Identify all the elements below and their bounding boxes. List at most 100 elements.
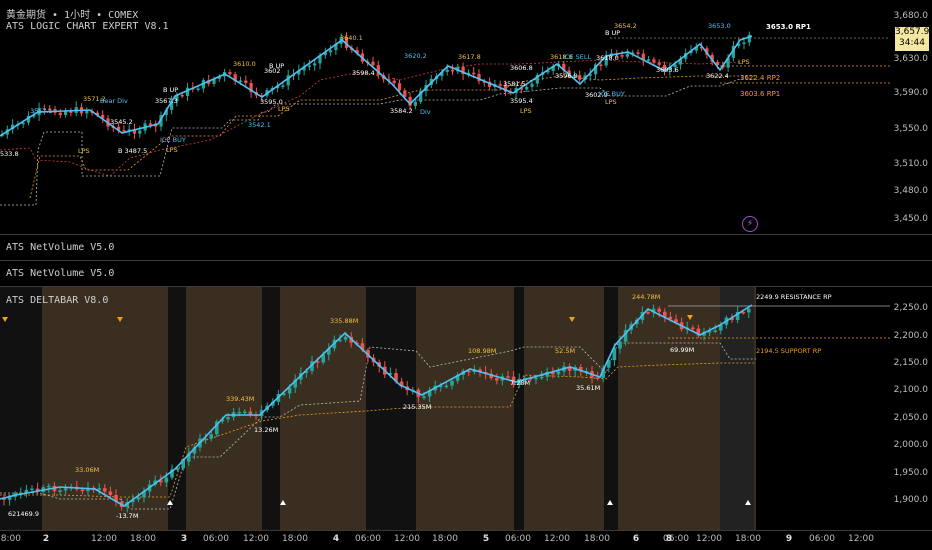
candle-body bbox=[323, 52, 327, 56]
main-price-panel[interactable]: 3653.0 RP1 3622.4 RP2 3603.6 RP1 3557.1 3571… bbox=[0, 0, 932, 233]
netvolume-panel-1[interactable]: ATS NetVolume V5.0 bbox=[0, 235, 932, 260]
candle-body bbox=[175, 468, 180, 470]
candle-body bbox=[466, 72, 470, 75]
candle-body bbox=[297, 70, 301, 75]
time-tick: 12:00 bbox=[544, 534, 570, 544]
candle-body bbox=[450, 69, 455, 72]
candle-body bbox=[503, 84, 508, 92]
candle-body bbox=[304, 371, 309, 374]
down-marker bbox=[687, 315, 693, 320]
time-tick: 2 bbox=[42, 534, 50, 544]
candle-body bbox=[530, 83, 534, 87]
netvolume-panel-2[interactable]: ATS NetVolume V5.0 bbox=[0, 261, 932, 286]
annotation-label: 3603.6 bbox=[656, 66, 679, 74]
candle-body bbox=[181, 461, 185, 469]
candle-body bbox=[562, 63, 566, 71]
annotation-label: 3598.4 bbox=[352, 69, 375, 77]
lightning-icon[interactable]: ⚡ bbox=[742, 216, 758, 232]
candle-body bbox=[707, 331, 712, 333]
candle-body bbox=[329, 50, 333, 53]
candle-body bbox=[192, 447, 197, 454]
netvolume-title-2[interactable]: ATS NetVolume V5.0 bbox=[6, 268, 115, 279]
delta-annotation-label: 69.99M bbox=[670, 346, 694, 354]
panel-separator[interactable] bbox=[0, 234, 932, 235]
candle-body bbox=[238, 80, 243, 83]
session-band bbox=[524, 287, 604, 530]
candle-body bbox=[439, 385, 443, 388]
candle-body bbox=[696, 328, 701, 336]
candle-body bbox=[26, 115, 31, 123]
candle-body bbox=[427, 390, 432, 397]
candle-body bbox=[646, 312, 650, 314]
session-band bbox=[514, 287, 524, 530]
axis-tick: 3,480.0 bbox=[893, 186, 928, 196]
annotation-label: LPS bbox=[605, 98, 617, 106]
candle-body bbox=[477, 73, 481, 82]
annotation-label: LPS bbox=[738, 58, 750, 66]
candle-body bbox=[647, 59, 651, 61]
candle-body bbox=[11, 124, 15, 130]
axis-tick: 3,510.0 bbox=[893, 159, 928, 169]
candle-body bbox=[488, 81, 492, 87]
candle-body bbox=[612, 348, 617, 361]
candle-body bbox=[625, 53, 629, 57]
candle-body bbox=[21, 122, 25, 125]
annotation-label: 3584.2 bbox=[390, 107, 413, 115]
panel-separator[interactable] bbox=[0, 260, 932, 261]
level-label: 3653.0 RP1 bbox=[766, 23, 811, 31]
annotation-label: 3606.8 bbox=[510, 64, 533, 72]
session-band bbox=[618, 287, 720, 530]
candle-body bbox=[551, 66, 555, 71]
candle-body bbox=[747, 308, 751, 313]
delta-annotation-label: 335.88M bbox=[330, 317, 358, 325]
delta-chart-svg: 2249.9 RESISTANCE RP 2194.5 SUPPORT RP 621… bbox=[0, 287, 890, 530]
indicator-title[interactable]: ATS LOGIC CHART EXPERT V8.1 bbox=[6, 21, 169, 32]
candle-body bbox=[397, 83, 402, 91]
candle-body bbox=[719, 324, 723, 331]
time-tick: 6 bbox=[632, 534, 640, 544]
candle-body bbox=[636, 52, 640, 54]
symbol-title[interactable]: 黄金期货 • 1小时 • COMEX bbox=[6, 10, 139, 21]
candle-body bbox=[735, 311, 740, 321]
annotation-label: B 3487.5 bbox=[118, 147, 147, 155]
candle-body bbox=[313, 63, 317, 66]
axis-tick: 3,680.0 bbox=[893, 11, 928, 21]
annotation-label: 3595.0 bbox=[260, 98, 283, 106]
candle-body bbox=[212, 78, 216, 84]
candle-body bbox=[440, 72, 444, 77]
candle-body bbox=[419, 91, 423, 102]
candle-body bbox=[652, 59, 656, 63]
candle-body bbox=[334, 43, 338, 51]
annotation-label: 3557.1 bbox=[30, 107, 53, 115]
annotation-label: 3654.2 bbox=[614, 22, 637, 30]
candle-body bbox=[7, 496, 12, 500]
deltabar-title[interactable]: ATS DELTABAR V8.0 bbox=[6, 295, 109, 306]
candle-body bbox=[713, 330, 717, 332]
time-tick: 3 bbox=[180, 534, 188, 544]
price-badge[interactable]: 3,657.9 34:44 bbox=[895, 27, 929, 51]
down-marker bbox=[117, 317, 123, 322]
netvolume-title-1[interactable]: ATS NetVolume V5.0 bbox=[6, 242, 115, 253]
up-marker bbox=[167, 500, 173, 505]
annotation-label: ICE SELL bbox=[563, 53, 591, 61]
time-tick: 06:00 bbox=[203, 534, 229, 544]
candle-body bbox=[249, 82, 253, 93]
delta-annotation-label: 621469.9 bbox=[8, 510, 39, 518]
axis-tick: 1,950.0 bbox=[893, 468, 928, 478]
candle-body bbox=[618, 341, 622, 349]
candle-body bbox=[371, 61, 375, 66]
time-tick: 5 bbox=[482, 534, 490, 544]
deltabar-panel[interactable]: 2249.9 RESISTANCE RP 2194.5 SUPPORT RP 621… bbox=[0, 287, 932, 530]
candle-body bbox=[315, 361, 320, 363]
candle-body bbox=[209, 434, 213, 439]
candle-body bbox=[321, 354, 325, 363]
delta-lps-line bbox=[0, 362, 756, 498]
session-band bbox=[416, 287, 514, 530]
annotation-label: 3542.1 bbox=[248, 121, 271, 129]
candle-body bbox=[461, 66, 465, 75]
panel-separator[interactable] bbox=[0, 286, 932, 287]
candle-body bbox=[30, 488, 34, 491]
candle-body bbox=[318, 55, 322, 64]
candle-body bbox=[237, 411, 241, 414]
candle-body bbox=[148, 123, 152, 125]
